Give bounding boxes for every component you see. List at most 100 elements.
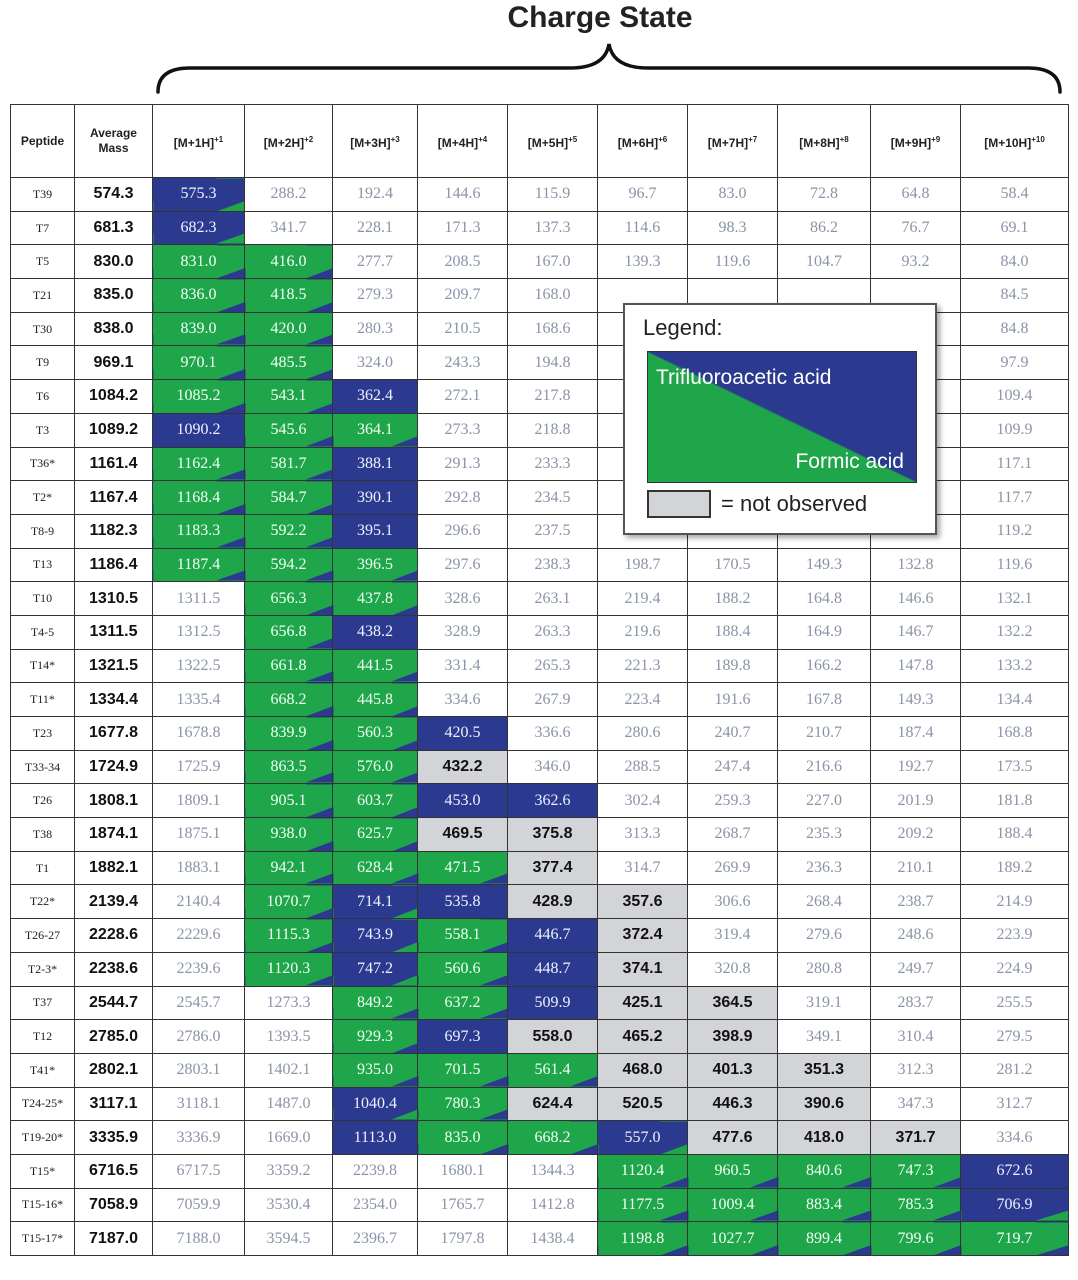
mz-value-cell: 395.1	[332, 513, 418, 549]
mz-value-cell: 277.7	[332, 244, 418, 280]
charge-state-superscript: +10	[1031, 134, 1045, 144]
charge-state-superscript: +1	[214, 134, 224, 144]
legend-fa-label: Formic acid	[795, 450, 904, 473]
mz-value-cell: 401.3	[687, 1052, 778, 1088]
mz-value-cell: 3118.1	[152, 1086, 245, 1122]
table-row: T10 1310.5 1311.5 656.3 437.8 328.6 263.1 219.4…	[10, 581, 1069, 616]
average-mass-cell: 574.3	[74, 177, 153, 212]
mz-value-cell: 84.8	[960, 311, 1069, 347]
mz-value-cell: 603.7	[332, 783, 418, 819]
mz-value-cell: 661.8	[244, 648, 333, 684]
mz-value-cell: 98.3	[687, 210, 778, 246]
mz-value-cell: 682.3	[152, 210, 245, 246]
mz-value-cell: 1344.3	[507, 1153, 598, 1189]
peptide-cell: T12	[10, 1019, 75, 1054]
table-row: T19-20* 3335.9 3336.9 1669.0 1113.0 835.0 668.…	[10, 1120, 1069, 1155]
mz-value-cell: 237.5	[507, 513, 598, 549]
mz-value-cell: 349.1	[777, 1019, 871, 1054]
mz-value-cell: 839.0	[152, 311, 245, 347]
mz-value-cell: 584.7	[244, 480, 333, 515]
mz-value-cell: 218.8	[507, 412, 598, 448]
mz-value-cell: 117.7	[960, 480, 1069, 515]
mz-value-cell: 438.2	[332, 614, 418, 650]
mz-value-cell: 84.5	[960, 278, 1069, 313]
peptide-cell: T15-17*	[10, 1221, 75, 1256]
mz-value-cell: 216.6	[777, 749, 871, 785]
mz-value-cell: 320.8	[687, 951, 778, 987]
mz-value-cell: 625.7	[332, 817, 418, 852]
average-mass-cell: 1186.4	[74, 547, 153, 583]
mz-value-cell: 189.8	[687, 648, 778, 684]
mz-value-cell: 581.7	[244, 446, 333, 482]
peptide-cell: T15-16*	[10, 1187, 75, 1223]
mz-value-cell: 188.4	[960, 817, 1069, 852]
mz-value-cell: 302.4	[597, 783, 688, 819]
average-mass-cell: 1321.5	[74, 648, 153, 684]
mz-value-cell: 166.2	[777, 648, 871, 684]
mz-value-cell: 167.8	[777, 682, 871, 717]
mz-value-cell: 164.8	[777, 581, 871, 616]
mz-value-cell: 312.7	[960, 1086, 1069, 1122]
charge-state-base: [M+5H]	[527, 135, 569, 150]
mz-value-cell: 96.7	[597, 177, 688, 212]
mz-value-cell: 328.9	[417, 614, 508, 650]
mz-value-cell: 1027.7	[687, 1221, 778, 1256]
mz-value-cell: 357.6	[597, 884, 688, 920]
mz-value-cell: 377.4	[507, 850, 598, 886]
mz-value-cell: 319.1	[777, 985, 871, 1021]
mz-value-cell: 296.6	[417, 513, 508, 549]
mz-value-cell: 109.9	[960, 412, 1069, 448]
mz-value-cell: 1187.4	[152, 547, 245, 583]
mz-value-cell: 1009.4	[687, 1187, 778, 1223]
mz-value-cell: 592.2	[244, 513, 333, 549]
mz-value-cell: 248.6	[870, 918, 961, 953]
peptide-cell: T23	[10, 716, 75, 751]
table-row: T1 1882.1 1883.1 942.1 628.4 471.5 377.4 314.7 2…	[10, 850, 1069, 886]
mz-value-cell: 509.9	[507, 985, 598, 1021]
mz-value-cell: 217.8	[507, 379, 598, 414]
mz-value-cell: 83.0	[687, 177, 778, 212]
peptide-cell: T5	[10, 244, 75, 280]
mz-value-cell: 970.1	[152, 345, 245, 381]
mz-value-cell: 279.5	[960, 1019, 1069, 1054]
mz-value-cell: 192.4	[332, 177, 418, 212]
table-row: T14* 1321.5 1322.5 661.8 441.5 331.4 265.3 221.…	[10, 648, 1069, 684]
mz-value-cell: 1875.1	[152, 817, 245, 852]
mz-value-cell: 1680.1	[417, 1153, 508, 1189]
charge-state-superscript: +3	[390, 134, 400, 144]
mz-value-cell: 3336.9	[152, 1120, 245, 1155]
table-row: T24-25* 3117.1 3118.1 1487.0 1040.4 780.3 624.…	[10, 1086, 1069, 1122]
mz-value-cell: 306.6	[687, 884, 778, 920]
charge-state-base: [M+8H]	[799, 135, 840, 150]
mz-value-cell: 374.1	[597, 951, 688, 987]
mz-value-cell: 265.3	[507, 648, 598, 684]
mz-value-cell: 441.5	[332, 648, 418, 684]
mz-value-cell: 1487.0	[244, 1086, 333, 1122]
mz-value-cell: 2239.8	[332, 1153, 418, 1189]
charge-state-header: [M+9H]+9	[870, 104, 961, 178]
mz-value-cell: 697.3	[417, 1019, 508, 1054]
mz-value-cell: 1120.4	[597, 1153, 688, 1189]
mz-value-cell: 701.5	[417, 1052, 508, 1088]
mz-value-cell: 364.1	[332, 412, 418, 448]
average-mass-cell: 6716.5	[74, 1153, 153, 1189]
peptide-cell: T39	[10, 177, 75, 212]
mz-value-cell: 418.5	[244, 278, 333, 313]
average-mass-cell: 1311.5	[74, 614, 153, 650]
legend-not-observed-swatch	[647, 490, 711, 518]
mz-value-cell: 132.2	[960, 614, 1069, 650]
mz-value-cell: 465.2	[597, 1019, 688, 1054]
mz-value-cell: 192.7	[870, 749, 961, 785]
mz-value-cell: 76.7	[870, 210, 961, 246]
mz-value-cell: 208.5	[417, 244, 508, 280]
mz-value-cell: 238.3	[507, 547, 598, 583]
mz-value-cell: 1113.0	[332, 1120, 418, 1155]
mz-value-cell: 255.5	[960, 985, 1069, 1021]
mz-value-cell: 656.8	[244, 614, 333, 650]
table-row: T33-34 1724.9 1725.9 863.5 576.0 432.2 346.0 28…	[10, 749, 1069, 785]
mz-value-cell: 243.3	[417, 345, 508, 381]
mz-value-cell: 267.9	[507, 682, 598, 717]
mz-value-cell: 314.7	[597, 850, 688, 886]
mz-value-cell: 899.4	[777, 1221, 871, 1256]
table-body: T39 574.3 575.3 288.2 192.4 144.6 115.9 96.7 83.…	[10, 177, 1069, 1256]
